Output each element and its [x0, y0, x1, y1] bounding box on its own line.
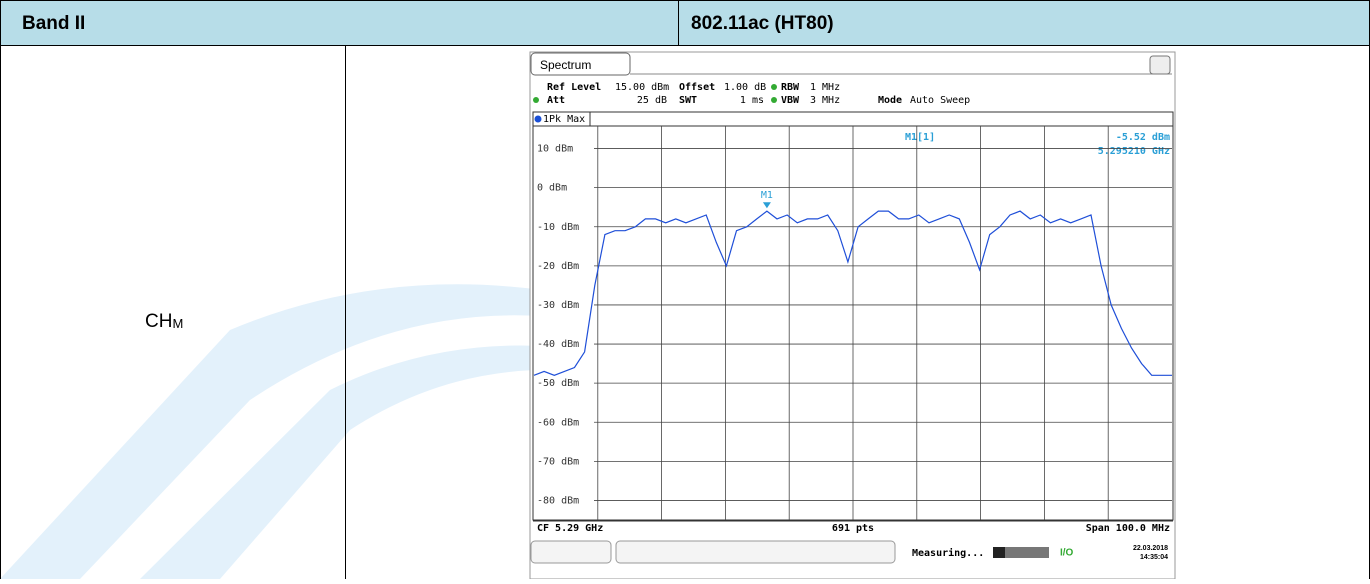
footer-cf: CF 5.29 GHz: [537, 523, 603, 534]
marker-readout: -5.52 dBm: [1116, 132, 1170, 143]
marker-name: M1: [761, 190, 773, 201]
row-label-sub: M: [172, 316, 183, 331]
row-label-main: CH: [145, 311, 172, 332]
setting-value: 1 ms: [740, 95, 764, 106]
row-label: CHM: [145, 311, 183, 332]
status-date: 22.03.2018: [1133, 545, 1168, 552]
header-row: [1, 1, 1370, 46]
marker-readout-name: M1[1]: [905, 132, 935, 143]
spectrum-frame: [530, 52, 1175, 579]
trace-dot: [535, 116, 542, 123]
setting-label: Mode: [878, 95, 902, 106]
y-tick-label: -80 dBm: [537, 495, 579, 506]
spectrum: Spectrum Ref Level 15.00 dBm Offset 1.00…: [530, 52, 1175, 579]
mode: 802.11ac (HT80): [691, 13, 834, 34]
setting-value: 1.00 dB: [724, 82, 766, 93]
band: Band II: [22, 13, 85, 34]
setting-label: RBW: [781, 82, 800, 93]
setting-label: VBW: [781, 95, 800, 106]
progress: [993, 547, 1005, 558]
setting-value: 3 MHz: [810, 95, 840, 106]
status-box[interactable]: [616, 541, 895, 563]
status-time: 14:35:04: [1140, 554, 1168, 561]
setting-value: Auto Sweep: [910, 95, 970, 106]
io-icon: I/O: [1060, 548, 1074, 559]
y-tick-label: -40 dBm: [537, 339, 579, 350]
status-state: Measuring...: [912, 547, 984, 559]
y-tick-label: -50 dBm: [537, 378, 579, 389]
footer-pts: 691 pts: [832, 523, 874, 534]
setting-label: Att: [547, 95, 565, 106]
led: [533, 97, 539, 103]
setting-label: SWT: [679, 95, 697, 106]
setting-value: 25 dB: [637, 95, 667, 106]
tab-label: Spectrum: [540, 58, 591, 72]
y-tick-label: -30 dBm: [537, 300, 579, 311]
status-box[interactable]: [531, 541, 611, 563]
setting-label: Ref Level: [547, 82, 601, 93]
setting-label: Offset: [679, 82, 715, 93]
trace-name: 1Pk Max: [543, 114, 585, 125]
setting-value: 1 MHz: [810, 82, 840, 93]
y-tick-label: -70 dBm: [537, 456, 579, 467]
led: [771, 84, 777, 90]
page: Band II 802.11ac (HT80) CHM Spectrum Ref…: [0, 0, 1370, 579]
setting-value: 15.00 dBm: [615, 82, 669, 93]
y-tick-label: -60 dBm: [537, 417, 579, 428]
y-tick-label: 10 dBm: [537, 144, 573, 155]
led: [771, 97, 777, 103]
y-tick-label: -10 dBm: [537, 222, 579, 233]
y-tick-label: 0 dBm: [537, 183, 567, 194]
footer-span: Span 100.0 MHz: [1086, 523, 1170, 534]
y-tick-label: -20 dBm: [537, 261, 579, 272]
menu-icon[interactable]: [1150, 56, 1170, 74]
